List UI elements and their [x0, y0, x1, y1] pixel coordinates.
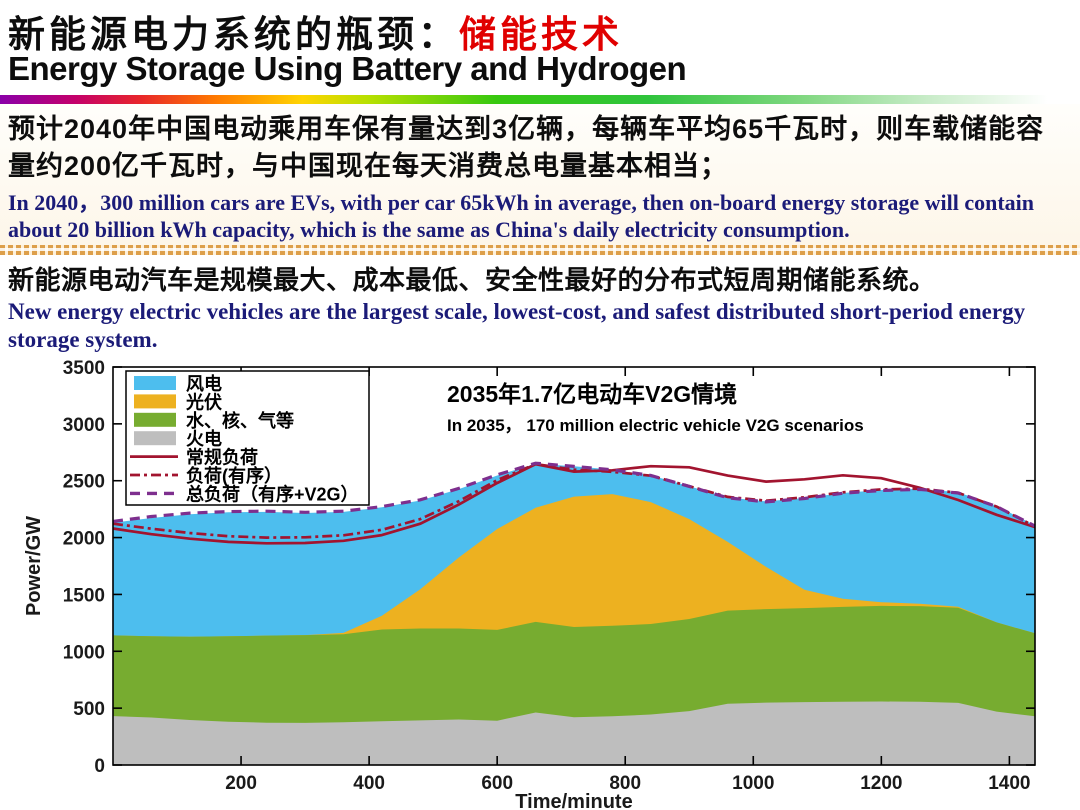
legend-label-2: 水、核、气等 — [186, 410, 294, 431]
point1-text-en: In 2040，300 million cars are EVs, with p… — [8, 190, 1035, 242]
slide-title-cn: 新能源电力系统的瓶颈：储能技术 — [8, 4, 623, 58]
legend-label-1: 光伏 — [185, 391, 222, 412]
x-tick-label: 400 — [353, 773, 385, 794]
x-tick-label: 800 — [609, 773, 641, 794]
dotted-divider — [0, 245, 1080, 255]
rainbow-divider — [0, 95, 1080, 104]
x-tick-label: 1000 — [732, 773, 774, 794]
slide-title-cn-highlight: 储能技术 — [459, 14, 623, 55]
legend-label-6: 总负荷（有序+V2G） — [186, 483, 359, 504]
v2g-stacked-area-chart: 0 500 1000 1500 2000 2500 3000 3500 200 400 600 800… — [23, 358, 1036, 810]
legend-label-5: 负荷(有序） — [186, 465, 282, 486]
point2-text-en: New energy electric vehicles are the lar… — [8, 299, 1026, 352]
x-axis-label: Time/minute — [515, 791, 632, 810]
y-tick-label: 2000 — [63, 529, 105, 550]
plot-border — [112, 366, 1036, 766]
y-tick-label: 500 — [73, 699, 105, 720]
point2-text-cn: 新能源电动汽车是规模最大、成本最低、安全性最好的分布式短周期储能系统。 — [8, 265, 936, 295]
y-tick-label: 1500 — [63, 585, 105, 606]
chart-title-en: In 2035， 170 million electric vehicle V2… — [447, 416, 864, 435]
x-tick-label: 1200 — [860, 773, 902, 794]
slide-title-en: Energy Storage Using Battery and Hydroge… — [8, 50, 687, 87]
legend-label-4: 常规负荷 — [186, 447, 258, 468]
y-tick-label: 1000 — [63, 642, 105, 663]
line-series-0 — [112, 462, 1036, 545]
legend-swatch-3 — [134, 431, 176, 446]
line-series-2 — [112, 461, 1036, 528]
point1-background — [0, 104, 1080, 245]
point1-text-cn: 预计2040年中国电动乘用车保有量达到3亿辆，每辆车平均65千瓦时，则车载储能容… — [8, 114, 1045, 181]
y-tick-label: 3500 — [63, 358, 105, 379]
legend-label-0: 风电 — [186, 373, 222, 394]
y-tick-label: 0 — [94, 756, 105, 777]
legend-label-3: 火电 — [186, 428, 222, 449]
chart-title-cn: 2035年1.7亿电动车V2G情境 — [447, 381, 737, 407]
x-tick-label: 600 — [481, 773, 513, 794]
area-series-火电 — [113, 701, 1035, 765]
legend-swatch-0 — [134, 376, 176, 390]
x-tick-label: 200 — [225, 773, 257, 794]
x-tick-label: 1400 — [988, 773, 1030, 794]
y-tick-label: 2500 — [63, 472, 105, 493]
legend-swatch-2 — [134, 412, 176, 427]
slide-title-cn-main: 新能源电力系统的瓶颈： — [8, 14, 459, 55]
y-tick-label: 3000 — [63, 415, 105, 436]
y-axis-label: Power/GW — [23, 516, 45, 616]
legend-swatch-1 — [134, 394, 176, 409]
line-series-1 — [112, 462, 1036, 539]
